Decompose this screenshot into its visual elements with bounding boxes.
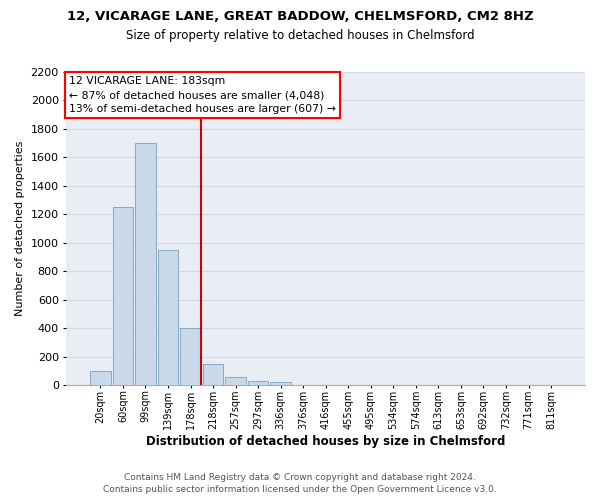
X-axis label: Distribution of detached houses by size in Chelmsford: Distribution of detached houses by size … bbox=[146, 434, 505, 448]
Text: 12, VICARAGE LANE, GREAT BADDOW, CHELMSFORD, CM2 8HZ: 12, VICARAGE LANE, GREAT BADDOW, CHELMSF… bbox=[67, 10, 533, 23]
Bar bbox=[135, 143, 156, 386]
Bar bbox=[248, 381, 268, 386]
Text: Contains HM Land Registry data © Crown copyright and database right 2024.
Contai: Contains HM Land Registry data © Crown c… bbox=[103, 472, 497, 494]
Bar bbox=[225, 376, 246, 386]
Text: 12 VICARAGE LANE: 183sqm
← 87% of detached houses are smaller (4,048)
13% of sem: 12 VICARAGE LANE: 183sqm ← 87% of detach… bbox=[69, 76, 336, 114]
Bar bbox=[90, 371, 111, 386]
Bar bbox=[180, 328, 201, 386]
Bar bbox=[113, 207, 133, 386]
Bar bbox=[158, 250, 178, 386]
Bar bbox=[270, 382, 291, 386]
Y-axis label: Number of detached properties: Number of detached properties bbox=[15, 140, 25, 316]
Text: Size of property relative to detached houses in Chelmsford: Size of property relative to detached ho… bbox=[125, 29, 475, 42]
Bar bbox=[203, 364, 223, 386]
